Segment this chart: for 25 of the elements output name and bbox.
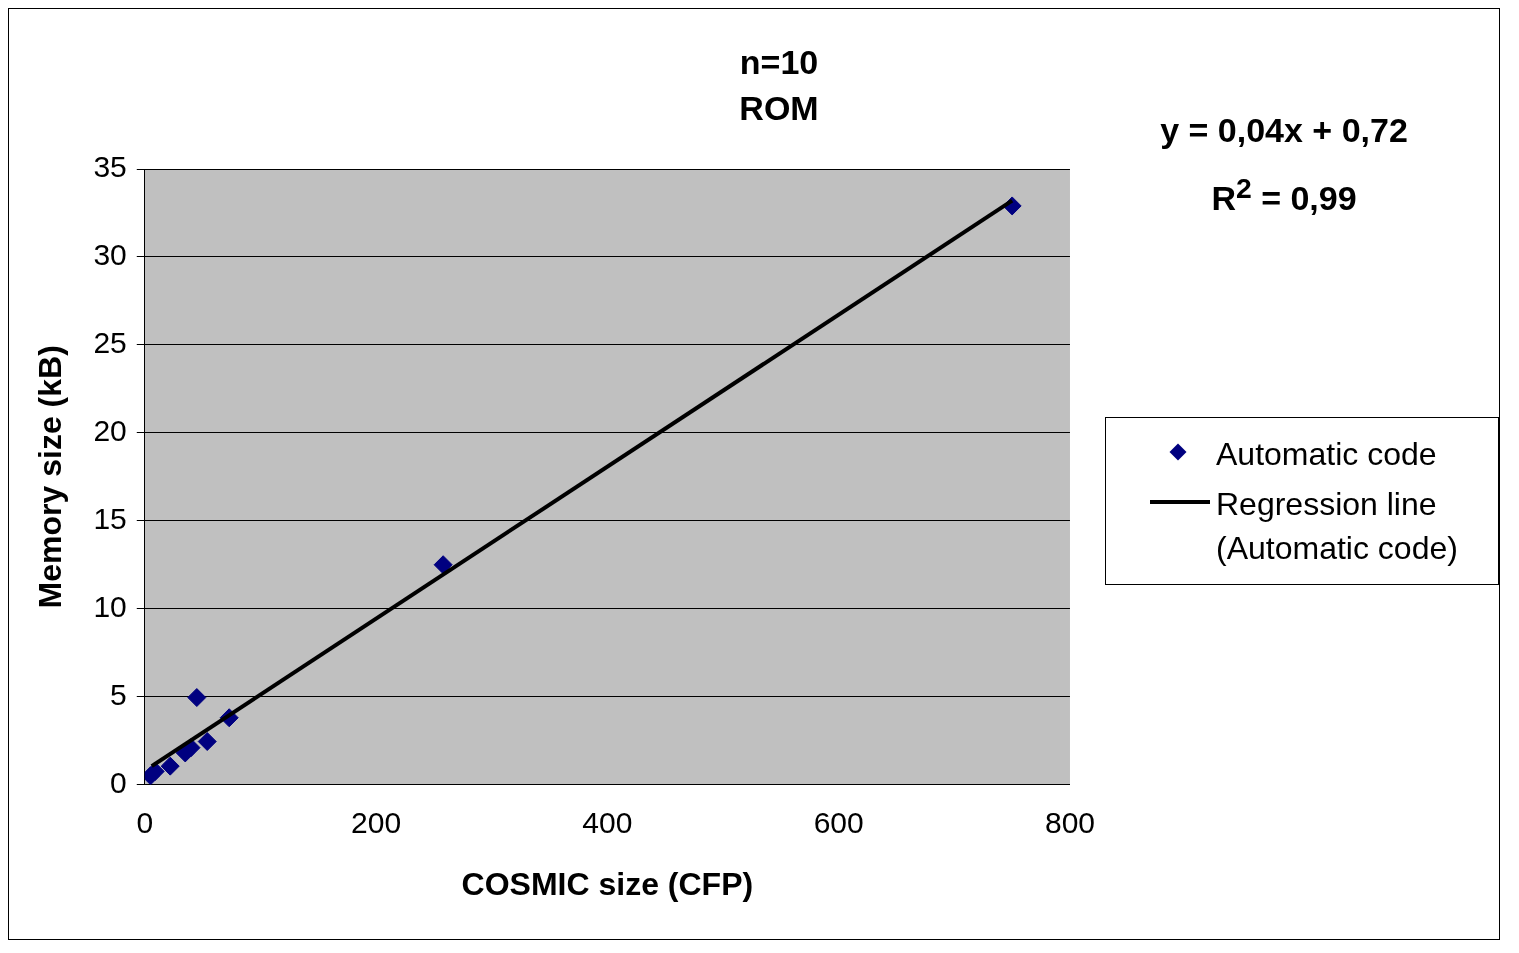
legend-label: Regression line (Automatic code) [1216, 485, 1459, 568]
y-tick-label: 5 [110, 677, 127, 711]
legend-label: Automatic code [1216, 435, 1437, 474]
point [433, 555, 453, 575]
y-tick-label: 25 [93, 326, 127, 360]
text: y = 0,04x + 0,72 [1159, 110, 1409, 151]
x-tick-label: 600 [813, 805, 864, 839]
chart-subtitle: ROM [738, 88, 820, 129]
y-axis-title: Memory size (kB) [32, 345, 69, 609]
text: R$^{2}$ = 0,99 [1210, 171, 1358, 220]
y-tick-label: 10 [93, 589, 127, 623]
point [160, 756, 180, 776]
point [187, 688, 207, 708]
chart-title: n=10 [738, 42, 820, 83]
x-tick-label: 200 [351, 805, 402, 839]
x-tick-label: 400 [582, 805, 633, 839]
x-tick-label: 800 [1044, 805, 1095, 839]
y-tick-label: 15 [93, 502, 127, 536]
y-tick-label: 20 [93, 414, 127, 448]
x-tick-label: 0 [136, 805, 154, 839]
x-axis-title: COSMIC size (CFP) [461, 865, 754, 902]
point [197, 732, 217, 752]
y-tick-label: 0 [110, 765, 127, 799]
y-tick-label: 30 [93, 238, 127, 272]
y-tick-label: 35 [93, 150, 127, 184]
